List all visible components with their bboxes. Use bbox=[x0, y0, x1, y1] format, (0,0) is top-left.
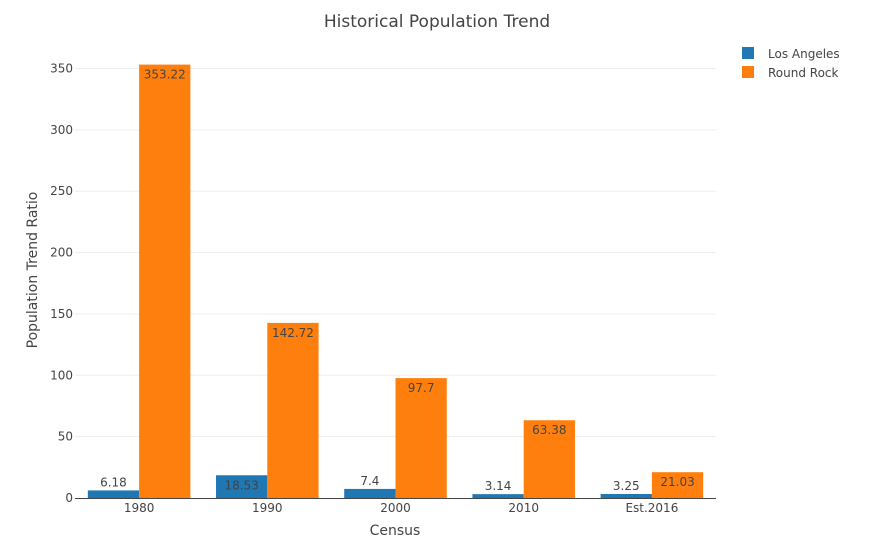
x-tick-label: 1990 bbox=[252, 501, 283, 515]
y-tick-labels: 0 50 100 150 200 250 300 350 bbox=[50, 62, 73, 505]
legend: Los Angeles Round Rock bbox=[742, 47, 840, 80]
y-tick-label: 200 bbox=[50, 246, 73, 260]
x-tick-label: 1980 bbox=[124, 501, 155, 515]
legend-swatch-los-angeles bbox=[742, 47, 754, 59]
bar-value-label: 21.03 bbox=[660, 475, 694, 489]
x-tick-label: 2000 bbox=[380, 501, 411, 515]
bar-labels: 6.18 353.22 18.53 142.72 7.4 97.7 3.14 63.38 3.2… bbox=[100, 68, 695, 494]
bar bbox=[651, 472, 704, 498]
legend-swatch-round-rock bbox=[742, 66, 754, 78]
bar-value-label: 142.72 bbox=[272, 326, 314, 340]
y-tick-label: 300 bbox=[50, 123, 73, 137]
bar bbox=[87, 490, 140, 498]
bar-value-label: 6.18 bbox=[100, 475, 127, 489]
bar bbox=[600, 494, 652, 498]
bar bbox=[472, 494, 524, 498]
y-tick-label: 350 bbox=[50, 62, 73, 76]
bar bbox=[139, 64, 191, 499]
bar-value-label: 3.14 bbox=[485, 479, 512, 493]
y-tick-label: 250 bbox=[50, 184, 73, 198]
y-tick-label: 0 bbox=[65, 491, 73, 505]
legend-label-los-angeles: Los Angeles bbox=[768, 47, 840, 61]
bar-value-label: 353.22 bbox=[144, 68, 186, 82]
x-tick-label: Est.2016 bbox=[625, 501, 678, 515]
x-tick-labels: 1980 1990 2000 2010 Est.2016 bbox=[124, 501, 679, 515]
x-axis-title: Census bbox=[370, 523, 421, 539]
y-axis-title: Population Trend Ratio bbox=[25, 192, 41, 349]
bar bbox=[344, 488, 396, 498]
bar-value-label: 97.7 bbox=[408, 381, 435, 395]
bars bbox=[87, 64, 704, 499]
chart-title: Historical Population Trend bbox=[324, 12, 550, 32]
y-tick-label: 100 bbox=[50, 368, 73, 382]
y-tick-label: 50 bbox=[58, 430, 73, 444]
bar bbox=[267, 322, 319, 498]
bar-value-label: 7.4 bbox=[360, 474, 379, 488]
bar-value-label: 3.25 bbox=[613, 479, 640, 493]
bar bbox=[523, 420, 575, 498]
bar bbox=[216, 475, 268, 498]
x-tick-label: 2010 bbox=[508, 501, 539, 515]
legend-label-round-rock: Round Rock bbox=[768, 66, 839, 80]
bar-value-label: 63.38 bbox=[532, 423, 566, 437]
y-tick-label: 150 bbox=[50, 307, 73, 321]
bar-value-label: 18.53 bbox=[224, 478, 258, 492]
bar bbox=[395, 378, 447, 498]
